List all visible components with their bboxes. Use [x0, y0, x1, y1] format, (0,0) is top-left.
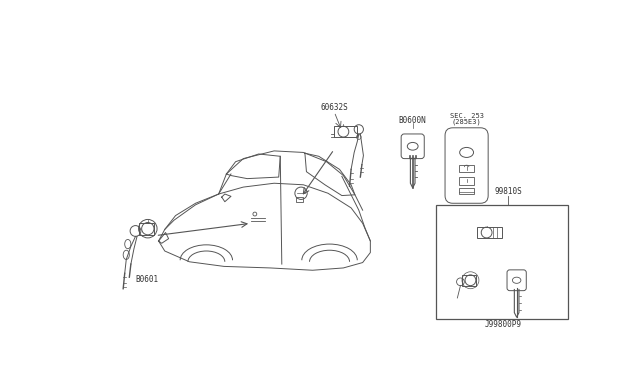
- Bar: [296, 197, 303, 202]
- Text: (285E3): (285E3): [452, 118, 481, 125]
- Bar: [459, 165, 474, 173]
- Bar: [139, 222, 154, 235]
- Bar: [462, 275, 476, 286]
- Text: SEC. 253: SEC. 253: [450, 113, 484, 119]
- Bar: [436, 205, 568, 319]
- Text: B0600N: B0600N: [399, 116, 427, 125]
- Text: 99810S: 99810S: [494, 187, 522, 196]
- Bar: [477, 227, 502, 238]
- Text: B0601: B0601: [136, 275, 159, 284]
- Bar: [459, 177, 474, 185]
- Bar: [334, 126, 357, 137]
- Text: J99800P9: J99800P9: [485, 320, 522, 328]
- Text: 60632S: 60632S: [320, 103, 348, 112]
- Bar: [459, 188, 474, 194]
